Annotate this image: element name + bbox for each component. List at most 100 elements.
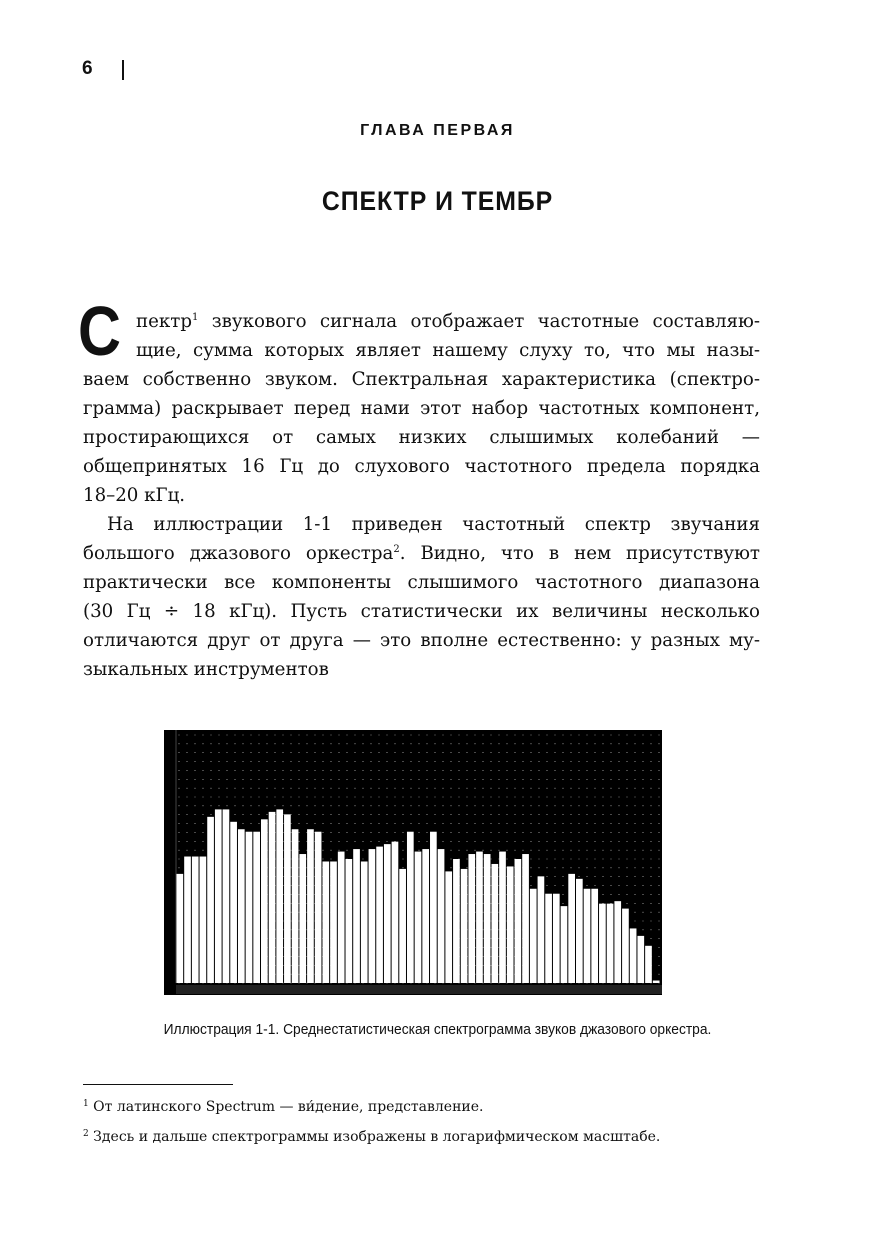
bar: [253, 831, 261, 983]
bar: [468, 854, 476, 983]
bar: [414, 851, 422, 983]
bar: [330, 861, 337, 983]
bar: [383, 844, 391, 983]
text-run: 18–20 кГц.: [83, 485, 186, 506]
text-run: большого джазового оркестра: [83, 543, 394, 564]
footnote-text: Здесь и дальше спектрограммы изображены …: [88, 1129, 661, 1145]
bar: [268, 811, 276, 983]
bar: [499, 851, 506, 983]
bar: [506, 866, 514, 983]
bar: [337, 851, 345, 983]
text-line: пектр1 звукового сигнала отображает част…: [136, 307, 760, 336]
bar: [652, 980, 660, 983]
bar: [406, 831, 414, 983]
bar: [437, 849, 445, 983]
bar: [476, 851, 483, 983]
text-line: общепринятых 16 Гц до слухового частотно…: [83, 452, 760, 481]
spectrogram-chart: [164, 730, 662, 995]
page-number-divider: [122, 60, 124, 80]
text-run: На иллюстрации 1-1 приведен частотный сп…: [107, 514, 760, 535]
bar: [391, 841, 399, 983]
footnote-1: 1 От латинского Spectrum — ви́дение, пре…: [83, 1099, 483, 1115]
footnote-text: От латинского Spectrum — ви́дение, предс…: [88, 1099, 484, 1115]
bar: [483, 854, 491, 983]
bar: [575, 878, 583, 983]
text-run: отличаются друг от друга — это вполне ес…: [83, 630, 760, 651]
text-run: общепринятых 16 Гц до слухового частотно…: [83, 456, 760, 477]
bar: [560, 906, 568, 983]
bar: [307, 829, 314, 983]
footnote-mark: 2: [83, 1129, 89, 1139]
figure-caption: Иллюстрация 1-1. Среднестатистическая сп…: [163, 1021, 712, 1038]
footnote-mark: 1: [83, 1099, 89, 1109]
footnote-rule: [83, 1084, 233, 1085]
bar: [583, 888, 591, 983]
text-run: ваем собственно звуком. Спектральная хар…: [83, 369, 760, 390]
bar: [529, 888, 537, 983]
chapter-label: ГЛАВА ПЕРВАЯ: [360, 122, 515, 139]
bar: [199, 856, 207, 983]
bar: [445, 871, 453, 983]
bar: [622, 908, 629, 983]
bar: [522, 854, 529, 983]
bar: [399, 868, 406, 983]
bar: [368, 849, 376, 983]
bar: [214, 809, 222, 983]
text-line: отличаются друг от друга — это вполне ес…: [83, 626, 760, 655]
bar: [422, 849, 430, 983]
text-run: . Видно, что в нем присутствуют: [399, 543, 760, 564]
text-run: щие, сумма которых являет нашему слуху т…: [136, 340, 760, 361]
bar: [345, 859, 353, 983]
bar: [568, 873, 575, 983]
bar: [599, 903, 606, 983]
bar: [376, 846, 383, 983]
bar: [322, 861, 330, 983]
bar: [230, 821, 237, 983]
bar: [552, 893, 560, 983]
text-line: большого джазового оркестра2. Видно, что…: [83, 539, 760, 568]
text-run: зыкальных инструментов: [83, 659, 329, 680]
bar: [591, 888, 599, 983]
text-line: На иллюстрации 1-1 приведен частотный сп…: [107, 510, 760, 539]
bar: [237, 829, 245, 983]
chapter-title: СПЕКТР И ТЕМБР: [321, 186, 554, 216]
text-line: грамма) раскрывает перед нами этот набор…: [83, 394, 760, 423]
text-run: практически все компоненты слышимого час…: [83, 572, 760, 593]
text-line: простирающихся от самых низких слышимых …: [83, 423, 760, 452]
x-axis-label-strip: [176, 985, 662, 994]
bar: [491, 863, 499, 983]
bar: [261, 819, 268, 983]
bar: [276, 809, 284, 983]
bar: [207, 816, 214, 983]
bar: [460, 868, 468, 983]
bar: [222, 809, 230, 983]
bar: [645, 945, 652, 983]
bar: [537, 876, 545, 983]
bar: [453, 859, 460, 983]
text-line: 18–20 кГц.: [83, 481, 760, 510]
bar: [176, 873, 184, 983]
text-line: практически все компоненты слышимого час…: [83, 568, 760, 597]
bar: [191, 856, 199, 983]
bar: [614, 901, 622, 983]
bar: [245, 831, 253, 983]
bar: [299, 854, 307, 983]
text-line: (30 Гц ÷ 18 кГц). Пусть статистически их…: [83, 597, 760, 626]
footnote-ref: 2: [393, 544, 400, 555]
bar: [314, 831, 322, 983]
bar: [360, 861, 368, 983]
text-line: щие, сумма которых являет нашему слуху т…: [136, 336, 760, 365]
bar: [545, 893, 552, 983]
bar: [184, 856, 191, 983]
bar: [353, 849, 360, 983]
text-run: звукового сигнала отображает частотные с…: [198, 311, 760, 332]
text-line: ваем собственно звуком. Спектральная хар…: [83, 365, 760, 394]
bar: [629, 928, 637, 983]
bar: [606, 903, 614, 983]
text-run: (30 Гц ÷ 18 кГц). Пусть статистически их…: [83, 601, 760, 622]
bar: [514, 859, 522, 983]
text-run: простирающихся от самых низких слышимых …: [83, 427, 760, 448]
footnote-2: 2 Здесь и дальше спектрограммы изображен…: [83, 1129, 660, 1145]
text-line: зыкальных инструментов: [83, 655, 760, 684]
footnote-ref: 1: [191, 312, 199, 323]
